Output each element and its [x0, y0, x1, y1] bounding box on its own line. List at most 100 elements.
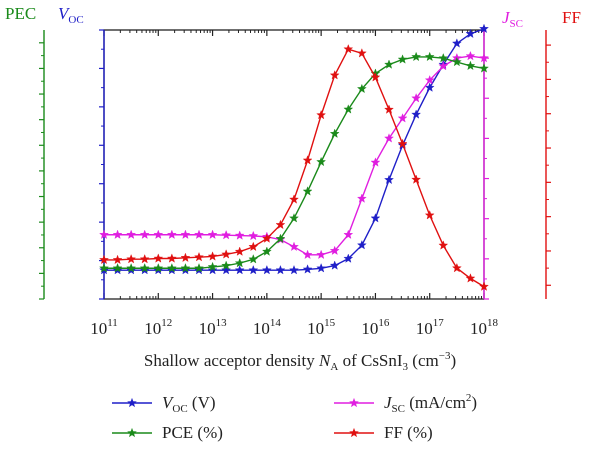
jsc-point [329, 245, 340, 256]
jsc-point [112, 229, 123, 239]
voc-point [343, 253, 354, 263]
pce-line [104, 56, 485, 269]
jsc-point [384, 133, 394, 143]
jsc-point [356, 193, 367, 203]
ff-point [112, 254, 123, 265]
ff-point [397, 138, 408, 149]
jsc-point [180, 229, 191, 239]
ff-point [465, 273, 476, 283]
ff-point [207, 251, 218, 261]
voc-point [384, 174, 394, 185]
x-tick-label: 1011 [90, 317, 118, 338]
jsc-point [411, 93, 422, 103]
ff-point [356, 48, 367, 58]
voc-point [275, 265, 286, 275]
jsc-point [126, 229, 137, 239]
ff-point [479, 281, 489, 291]
ff-point [424, 210, 435, 220]
pce-point [126, 263, 137, 273]
pce-legend-label: PCE (%) [162, 423, 223, 442]
ff-point [221, 249, 232, 259]
x-tick-label: 1014 [253, 317, 282, 338]
ff-point [370, 72, 381, 82]
jsc-point [316, 249, 327, 260]
voc-point [248, 265, 259, 275]
ff-point [289, 194, 299, 204]
voc-point [234, 265, 245, 275]
ff-point [99, 254, 109, 265]
ff-axis-title: FF [562, 8, 581, 27]
ff-point [166, 253, 177, 263]
pce-point [180, 263, 191, 273]
pce-point [411, 51, 422, 62]
jsc-point [397, 113, 408, 123]
voc-axis-title: VOC [58, 4, 84, 26]
jsc-point [248, 230, 259, 241]
pce-legend-marker [127, 427, 137, 438]
voc-point [261, 265, 272, 275]
jsc-point [166, 229, 177, 239]
pce-point [275, 233, 286, 243]
ff-point [180, 252, 191, 263]
jsc-legend-label: JSC (mA/cm2) [384, 392, 477, 415]
jsc-point [479, 52, 489, 63]
jsc-point [234, 230, 245, 240]
voc-point [289, 265, 299, 275]
pce-point [99, 263, 109, 273]
pce-point [316, 156, 327, 167]
voc-point [411, 109, 422, 119]
jsc-legend-marker [349, 397, 359, 408]
pce-point [329, 128, 340, 138]
ff-point [411, 174, 422, 184]
jsc-point [194, 229, 204, 239]
pce-point [139, 263, 150, 273]
pce-point [261, 246, 272, 256]
x-tick-label: 1017 [416, 317, 445, 338]
pce-point [153, 263, 164, 273]
ff-point [451, 262, 462, 273]
jsc-point [207, 229, 218, 239]
pce-point [465, 60, 476, 71]
pce-point [289, 213, 299, 223]
pce-point [248, 254, 259, 264]
pce-point [166, 263, 177, 273]
series-layer [99, 23, 489, 291]
voc-point [329, 260, 340, 270]
voc-point [221, 265, 232, 275]
voc-point [316, 263, 327, 273]
jsc-line [104, 55, 485, 256]
pce-point [343, 104, 354, 114]
ff-legend-label: FF (%) [384, 423, 433, 442]
jsc-point [302, 249, 313, 260]
voc-point [207, 265, 218, 275]
ff-point [248, 241, 259, 252]
jsc-point [424, 75, 435, 85]
voc-point [302, 264, 313, 274]
voc-legend-label: VOC (V) [162, 393, 216, 415]
voc-point [465, 28, 476, 39]
pce-point [302, 186, 313, 196]
pce-point [207, 261, 218, 272]
jsc-point [289, 241, 299, 251]
voc-legend-marker [127, 397, 137, 408]
ff-point [261, 233, 272, 243]
jsc-point [438, 60, 449, 71]
x-axis-title: Shallow acceptor density NA of CsSnI3 (c… [144, 350, 456, 373]
ff-point [126, 254, 137, 264]
axes-layer: 1011 1012 1013 1014 1015 1016 1017 1018 Shallow … [5, 4, 581, 373]
voc-point [451, 38, 462, 48]
voc-point [356, 240, 367, 250]
pce-point [424, 51, 435, 62]
pce-point [479, 63, 489, 73]
pce-point [438, 53, 449, 63]
jsc-point [343, 229, 354, 239]
ff-point [316, 109, 327, 120]
pce-point [451, 56, 462, 67]
jsc-point [370, 157, 381, 167]
x-tick-label: 1015 [307, 317, 336, 338]
pce-point [356, 83, 367, 94]
x-tick-label: 1012 [144, 317, 172, 338]
jsc-point [221, 229, 232, 240]
ff-point [234, 246, 245, 256]
